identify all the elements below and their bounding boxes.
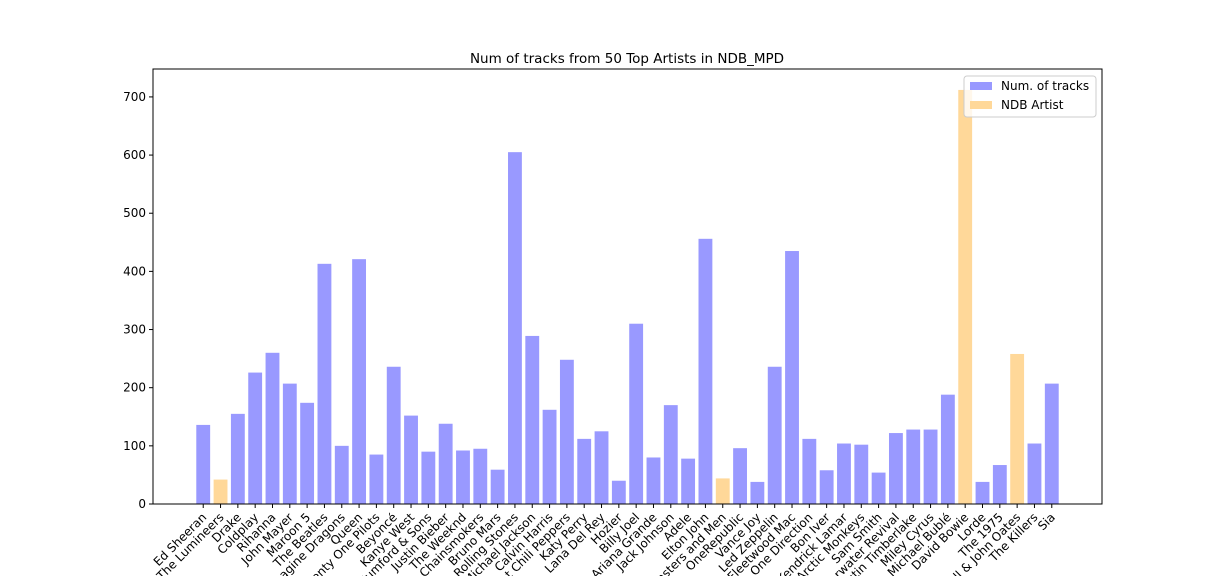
bar xyxy=(213,479,228,504)
y-tick-label: 600 xyxy=(123,148,146,162)
bar xyxy=(854,444,869,504)
bar xyxy=(698,238,713,504)
y-tick-label: 300 xyxy=(123,323,146,337)
y-tick-label: 500 xyxy=(123,206,146,220)
bar xyxy=(837,443,851,504)
bar xyxy=(819,470,834,504)
y-tick-label: 100 xyxy=(123,439,146,453)
y-tick-label: 200 xyxy=(123,381,146,395)
bar xyxy=(785,251,799,504)
bar xyxy=(1044,383,1059,504)
x-tick-label: Sia xyxy=(1035,510,1058,533)
bar xyxy=(611,480,626,504)
bar xyxy=(196,424,211,504)
bar xyxy=(629,323,644,504)
bar xyxy=(317,263,332,504)
bar xyxy=(525,335,540,504)
bar xyxy=(265,352,280,504)
bar xyxy=(958,89,973,505)
bar xyxy=(975,481,990,504)
legend-label: Num. of tracks xyxy=(1001,79,1089,93)
bar xyxy=(559,359,574,504)
bar xyxy=(1010,353,1025,504)
y-tick-label: 400 xyxy=(123,264,146,278)
bar xyxy=(369,454,384,504)
bar xyxy=(282,383,297,504)
bar xyxy=(663,405,678,504)
bar xyxy=(767,366,782,504)
bar xyxy=(542,409,557,504)
bar xyxy=(715,478,730,504)
bar xyxy=(421,451,436,504)
bar xyxy=(733,448,747,504)
bar xyxy=(750,481,765,504)
y-tick-label: 700 xyxy=(123,90,146,104)
bar xyxy=(473,448,488,504)
bar xyxy=(577,438,592,504)
plot-frame xyxy=(152,68,1103,505)
bar xyxy=(230,413,245,504)
bar xyxy=(248,372,263,504)
bar xyxy=(386,366,401,504)
legend-box xyxy=(963,75,1097,118)
bar xyxy=(594,431,609,504)
legend-label: NDB Artist xyxy=(1001,98,1064,112)
bar xyxy=(490,469,505,504)
bar xyxy=(438,423,453,504)
chart-title: Num of tracks from 50 Top Artists in NDB… xyxy=(470,51,784,67)
legend-swatch xyxy=(970,82,992,90)
bar xyxy=(334,445,349,504)
y-tick-label: 0 xyxy=(138,497,146,511)
bar xyxy=(871,472,886,504)
bar xyxy=(1027,443,1042,504)
bar xyxy=(352,259,367,504)
legend-swatch xyxy=(970,101,992,109)
bar xyxy=(888,433,903,504)
bar xyxy=(923,429,938,504)
bar xyxy=(404,415,418,504)
bar xyxy=(940,394,955,504)
bar xyxy=(300,402,315,504)
bar xyxy=(508,152,522,505)
bar xyxy=(456,450,470,504)
bar xyxy=(992,465,1007,504)
bar xyxy=(646,457,661,504)
bar xyxy=(906,429,921,504)
bar xyxy=(681,458,696,504)
bar xyxy=(802,438,817,504)
